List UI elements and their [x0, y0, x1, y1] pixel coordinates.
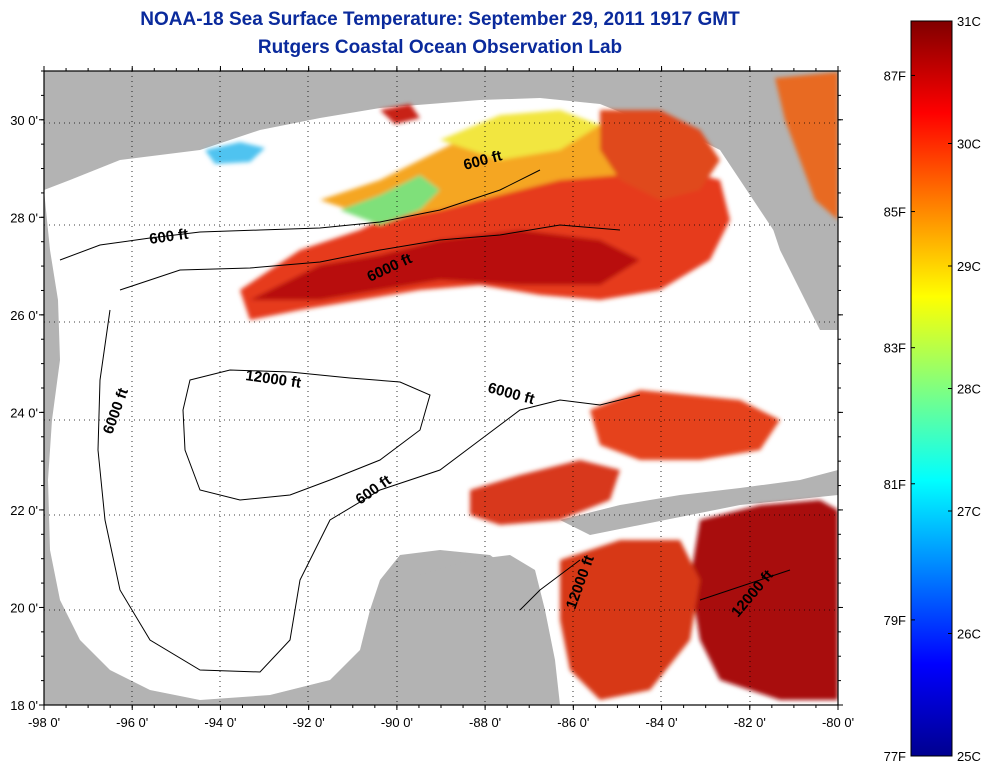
map-title: NOAA-18 Sea Surface Temperature: Septemb… [140, 9, 740, 30]
contour-label-600-nw: 600 ft [148, 226, 189, 248]
map-subtitle: Rutgers Coastal Ocean Observation Lab [257, 37, 623, 58]
lat-tick-label: 26 0' [10, 308, 38, 323]
lon-tick-label: -98 0' [28, 715, 60, 730]
colorbar-fahrenheit-label: 85F [884, 205, 906, 220]
colorbar-celsius-label: 31C [957, 14, 981, 29]
lat-lon-grid [44, 71, 838, 705]
colorbar [910, 20, 953, 757]
colorbar-celsius-label: 29C [957, 259, 981, 274]
cuba-land [560, 470, 838, 535]
sst-patches [205, 72, 838, 700]
yucatan-land [380, 555, 560, 705]
colorbar-celsius-labels: 31C 30C 29C 28C 27C 26C 25C [948, 14, 981, 764]
colorbar-celsius-label: 26C [957, 627, 981, 642]
colorbar-fahrenheit-labels: 87F 85F 83F 81F 79F 77F [884, 68, 915, 764]
lat-tick-label: 30 0' [10, 113, 38, 128]
colorbar-fahrenheit-label: 87F [884, 68, 906, 83]
lon-axis: -98 0' -96 0' -94 0' -92 0' -90 0' -88 0' -86 … [28, 66, 854, 730]
colorbar-fahrenheit-label: 83F [884, 341, 906, 356]
colorbar-celsius-label: 30C [957, 137, 981, 152]
lat-tick-label: 28 0' [10, 210, 38, 225]
lon-tick-label: -96 0' [116, 715, 148, 730]
colorbar-celsius-label: 25C [957, 749, 981, 764]
colorbar-fahrenheit-label: 79F [884, 613, 906, 628]
lat-axis: 18 0' 20 0' 22 0' 24 0' 26 0' 28 0' 30 0' [10, 70, 843, 713]
lon-tick-label: -84 0' [645, 715, 677, 730]
lat-tick-label: 18 0' [10, 698, 38, 713]
lon-tick-label: -90 0' [381, 715, 413, 730]
bathymetry-contours [59, 169, 791, 673]
lon-tick-label: -82 0' [734, 715, 766, 730]
lon-tick-label: -94 0' [204, 715, 236, 730]
lon-tick-label: -80 0' [822, 715, 854, 730]
colorbar-celsius-label: 28C [957, 382, 981, 397]
colorbar-fahrenheit-label: 77F [884, 749, 906, 764]
lat-tick-label: 24 0' [10, 405, 38, 420]
colorbar-celsius-label: 27C [957, 504, 981, 519]
lon-tick-label: -88 0' [469, 715, 501, 730]
lat-tick-label: 20 0' [10, 600, 38, 615]
colorbar-fahrenheit-label: 81F [884, 477, 906, 492]
lon-tick-label: -92 0' [293, 715, 325, 730]
lat-tick-label: 22 0' [10, 503, 38, 518]
lon-tick-label: -86 0' [557, 715, 589, 730]
